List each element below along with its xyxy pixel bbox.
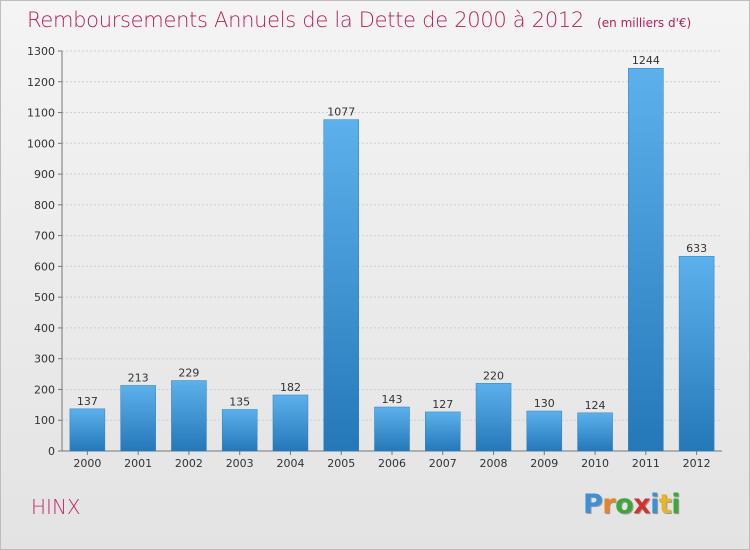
y-tick-label: 900 (34, 168, 55, 181)
bar (374, 406, 410, 452)
y-tick-label: 400 (34, 322, 55, 335)
x-tick-label: 2006 (378, 457, 406, 470)
commune-name: HINX (31, 495, 81, 519)
y-tick-label: 1000 (27, 137, 55, 150)
y-tick-label: 300 (34, 353, 55, 366)
title-text: Remboursements Annuels de la Dette de 20… (27, 8, 584, 32)
x-tick-label: 2012 (683, 457, 711, 470)
x-tick-label: 2002 (175, 457, 203, 470)
data-label: 633 (686, 242, 707, 255)
x-tick-label: 2004 (276, 457, 304, 470)
y-tick-label: 0 (48, 445, 55, 458)
proxiti-logo: Proxiti (583, 489, 681, 520)
y-tick-label: 600 (34, 260, 55, 273)
data-label: 1244 (632, 54, 660, 67)
y-tick-label: 200 (34, 383, 55, 396)
data-label: 124 (585, 399, 606, 412)
bar (628, 67, 664, 452)
data-label: 137 (77, 395, 98, 408)
x-tick-label: 2000 (73, 457, 101, 470)
x-tick-label: 2011 (632, 457, 660, 470)
x-tick-label: 2010 (581, 457, 609, 470)
data-label: 182 (280, 381, 301, 394)
x-tick-label: 2009 (530, 457, 558, 470)
y-tick-label: 1300 (27, 45, 55, 58)
bar (678, 255, 715, 452)
y-tick-labels: 0 100 200 300 400 500 600 700 800 900 1000 1100 1200… (27, 45, 55, 458)
bar (475, 383, 512, 452)
logo-letter: t (658, 489, 672, 520)
bar (69, 408, 106, 452)
bar (171, 380, 207, 452)
x-tick-label: 2001 (124, 457, 152, 470)
data-label: 220 (483, 369, 504, 382)
data-label: 1077 (327, 106, 355, 119)
logo-letter: r (602, 489, 616, 520)
y-tick-label: 700 (34, 230, 55, 243)
x-tick-label: 2005 (327, 457, 355, 470)
y-tick-label: 800 (34, 199, 55, 212)
logo-letter: i (671, 489, 681, 520)
data-label: 130 (534, 397, 555, 410)
bar (425, 411, 461, 452)
bar (526, 410, 563, 452)
bar (272, 394, 309, 452)
chart-title: Remboursements Annuels de la Dette de 20… (27, 8, 691, 32)
x-tick-label: 2007 (429, 457, 457, 470)
data-label: 213 (128, 371, 149, 384)
bar (120, 385, 156, 452)
data-label: 143 (382, 393, 403, 406)
bars (69, 67, 715, 452)
x-tick-label: 2003 (226, 457, 254, 470)
logo-letter: i (650, 489, 659, 520)
data-label: 135 (229, 395, 250, 408)
y-tick-label: 100 (34, 414, 55, 427)
data-labels: 137 213 229 135 182 1077 143 127 220 130 124 1244 63… (77, 54, 707, 412)
bar (323, 119, 359, 452)
y-tick-label: 500 (34, 291, 55, 304)
logo-letter: o (615, 489, 634, 520)
gridlines (62, 50, 722, 421)
y-tick-label: 1100 (27, 107, 55, 120)
logo-letter: x (633, 489, 651, 520)
data-label: 229 (178, 367, 199, 380)
logo-letter: P (583, 489, 603, 520)
data-label: 127 (432, 398, 453, 411)
bar (221, 409, 258, 452)
x-tick-label: 2008 (480, 457, 508, 470)
y-tick-label: 1200 (27, 76, 55, 89)
bar (577, 412, 613, 452)
unit-note: (en milliers d'€) (597, 16, 692, 30)
x-tick-labels: 2000 2001 2002 2003 2004 2005 2006 2007 2008 2009… (73, 457, 710, 470)
